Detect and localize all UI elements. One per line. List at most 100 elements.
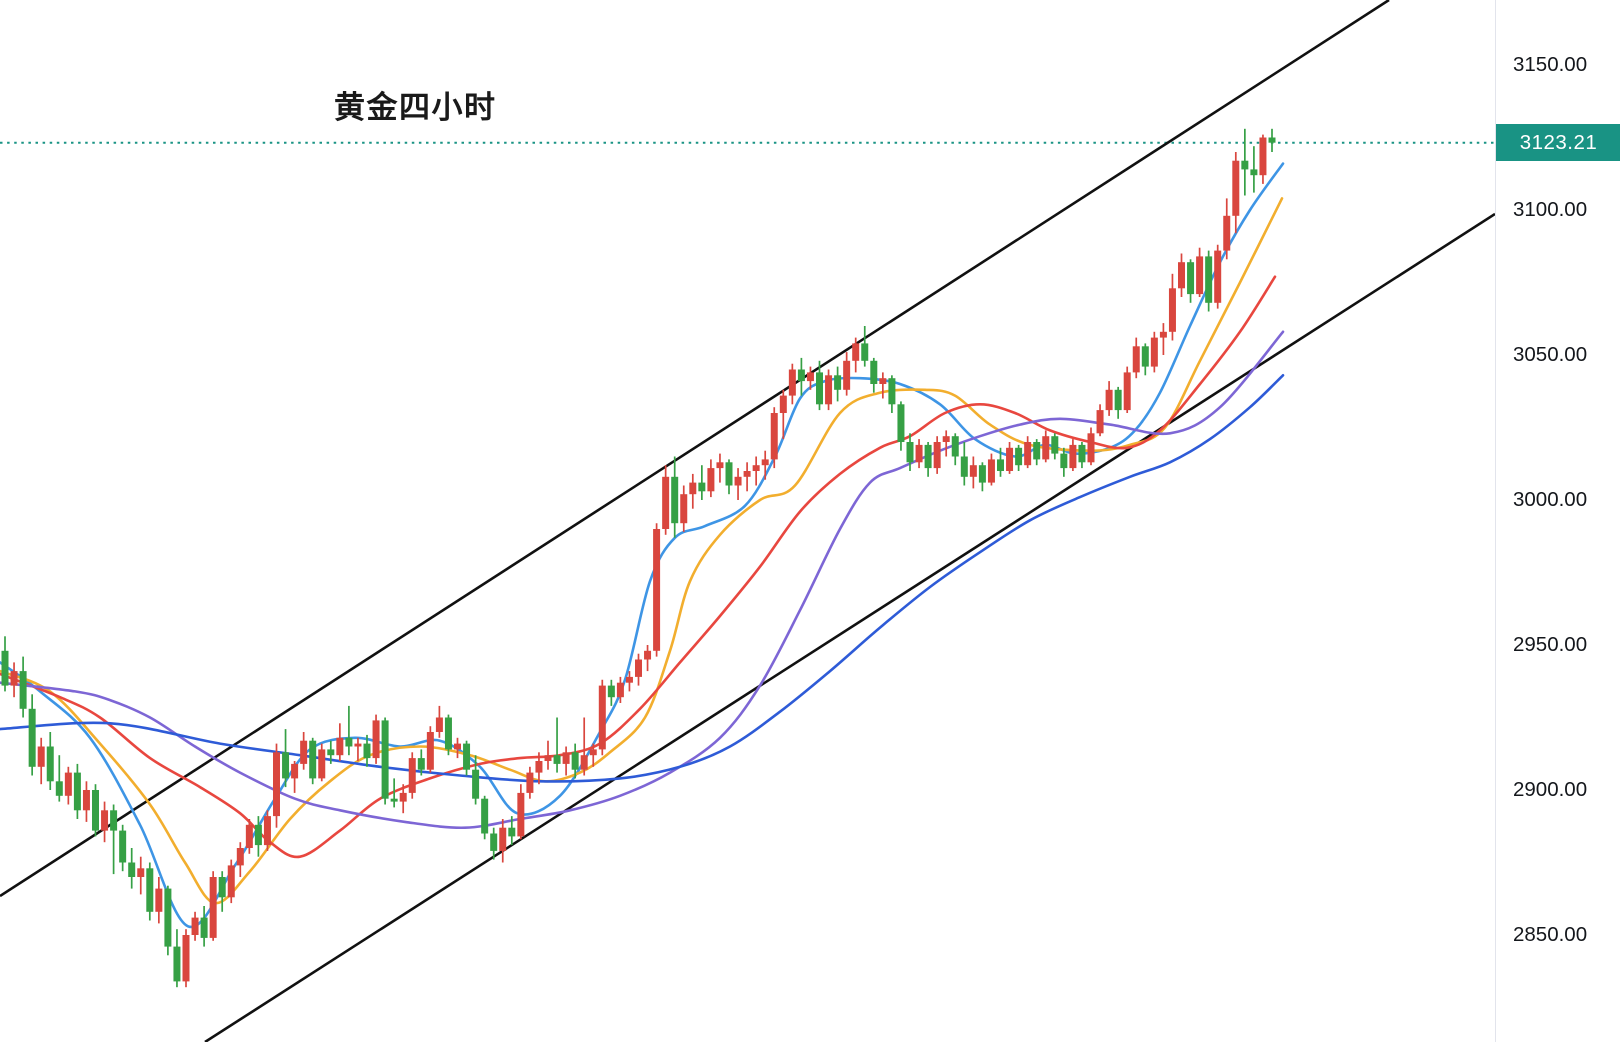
candle-body: [526, 772, 534, 793]
chart-canvas[interactable]: [0, 0, 1495, 1042]
candle-body: [164, 888, 172, 947]
candle-body: [997, 459, 1004, 471]
candle-body: [1087, 433, 1095, 463]
candle-body: [761, 459, 769, 466]
candle-body: [716, 462, 724, 469]
candle-body: [426, 732, 434, 770]
candle-body: [254, 824, 262, 846]
candle-body: [1259, 137, 1267, 176]
candle-body: [1168, 288, 1176, 332]
candle-body: [960, 456, 968, 477]
candle-body: [218, 877, 226, 898]
candle-body: [644, 650, 652, 660]
candle-body: [408, 758, 416, 793]
candle-body: [571, 752, 579, 770]
candle-body: [915, 444, 923, 463]
candle-body: [46, 746, 54, 782]
candle-body: [589, 749, 597, 756]
candle-body: [282, 752, 290, 779]
candlestick-series: [1, 128, 1276, 988]
candle-body: [1132, 346, 1140, 373]
candle-body: [1069, 444, 1077, 469]
candle-body: [544, 755, 552, 761]
candle-body: [345, 737, 353, 747]
price-tick-3000: 3000.00: [1513, 488, 1588, 511]
candle-body: [1178, 262, 1185, 289]
price-axis[interactable]: 3150.00 3100.00 3050.00 3000.00 2950.00 2900.…: [1495, 0, 1620, 1042]
chart-title: 黄金四小时: [334, 90, 497, 125]
candle-body: [472, 769, 480, 799]
candle-body: [1051, 436, 1059, 454]
candle-body: [390, 798, 398, 802]
candle-body: [499, 827, 507, 851]
candle-body: [146, 868, 154, 912]
candle-body: [263, 816, 271, 846]
candle-body: [309, 740, 317, 779]
candle-body: [245, 824, 253, 848]
candle-body: [209, 877, 217, 938]
candle-body: [707, 468, 715, 492]
candle-body: [752, 465, 760, 471]
candle-body: [797, 369, 805, 382]
candle-body: [354, 743, 362, 747]
candle-body: [770, 413, 778, 460]
candle-body: [1214, 250, 1222, 303]
candle-body: [10, 671, 18, 686]
candle-body: [1042, 436, 1050, 460]
candle-body: [879, 378, 887, 384]
candle-body: [662, 476, 670, 529]
ma-purple-line: [0, 330, 1285, 830]
candle-body: [517, 792, 525, 837]
candle-body: [119, 830, 127, 863]
candle-body: [110, 810, 118, 831]
price-tick-2950: 2950.00: [1513, 633, 1588, 656]
candle-body: [535, 761, 543, 773]
candle-body: [381, 720, 389, 799]
moving-average-lines: [0, 162, 1285, 929]
candle-body: [37, 746, 45, 767]
candle-body: [906, 442, 914, 463]
candle-body: [236, 848, 244, 866]
candle-body: [490, 833, 498, 851]
candle-body: [444, 717, 452, 750]
ma-dark-blue-line: [0, 374, 1285, 783]
candle-body: [635, 659, 642, 677]
candle-body: [987, 459, 995, 483]
last-price-value: 3123.21: [1519, 130, 1598, 154]
candle-body: [435, 717, 443, 732]
candle-body: [128, 862, 136, 877]
candle-body: [779, 395, 787, 413]
candle-body: [336, 737, 344, 756]
candle-body: [1105, 389, 1113, 411]
last-price-tag: 3123.21: [1496, 124, 1620, 162]
candle-body: [933, 442, 941, 469]
candle-body: [607, 685, 615, 698]
candle-body: [273, 752, 280, 817]
candle-body: [653, 529, 661, 651]
candle-body: [616, 682, 624, 698]
candle-body: [816, 372, 823, 405]
candle-body: [689, 482, 697, 495]
candle-body: [1078, 444, 1086, 463]
candle-body: [481, 798, 489, 834]
candle-body: [1015, 447, 1023, 466]
candle-body: [137, 868, 145, 877]
candle-body: [291, 763, 299, 779]
candle-body: [1024, 442, 1032, 466]
candle-body: [743, 471, 751, 477]
price-tick-2850: 2850.00: [1513, 923, 1588, 946]
candle-body: [173, 946, 181, 982]
candle-body: [28, 708, 36, 767]
candle-body: [843, 360, 851, 390]
candle-body: [825, 375, 833, 405]
candle-body: [19, 671, 27, 709]
candle-body: [1096, 410, 1104, 434]
candle-body: [73, 772, 81, 811]
candle-body: [625, 676, 633, 683]
candle-body: [969, 465, 977, 477]
candle-body: [734, 476, 742, 486]
channel-lower-trendline[interactable]: [204, 212, 1495, 1042]
candle-body: [55, 781, 63, 796]
candle-body: [64, 772, 72, 796]
candle-body: [834, 375, 842, 390]
